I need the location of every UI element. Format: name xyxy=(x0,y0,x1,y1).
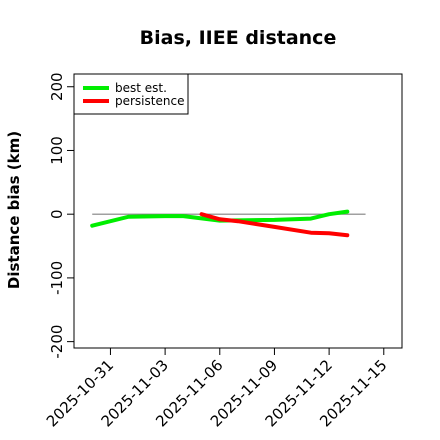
y-tick-label--200: -200 xyxy=(48,325,66,359)
legend: best est. persistence xyxy=(73,73,189,115)
legend-label-persistence: persistence xyxy=(115,94,184,108)
y-tick-label-0: 0 xyxy=(48,209,66,219)
y-tick-label--100: -100 xyxy=(48,261,66,295)
chart-title: Bias, IIEE distance xyxy=(140,27,337,49)
y-tick-label-100: 100 xyxy=(48,136,66,165)
legend-label-best-est: best est. xyxy=(115,81,167,95)
plot-frame xyxy=(73,73,403,349)
legend-box xyxy=(73,73,189,115)
y-axis-label: Distance bias (km) xyxy=(5,131,23,289)
plot-area: -200-10001002002025-10-312025-11-032025-… xyxy=(43,72,403,430)
y-tick-label-200: 200 xyxy=(48,72,66,101)
series-line-persistence xyxy=(199,212,350,238)
